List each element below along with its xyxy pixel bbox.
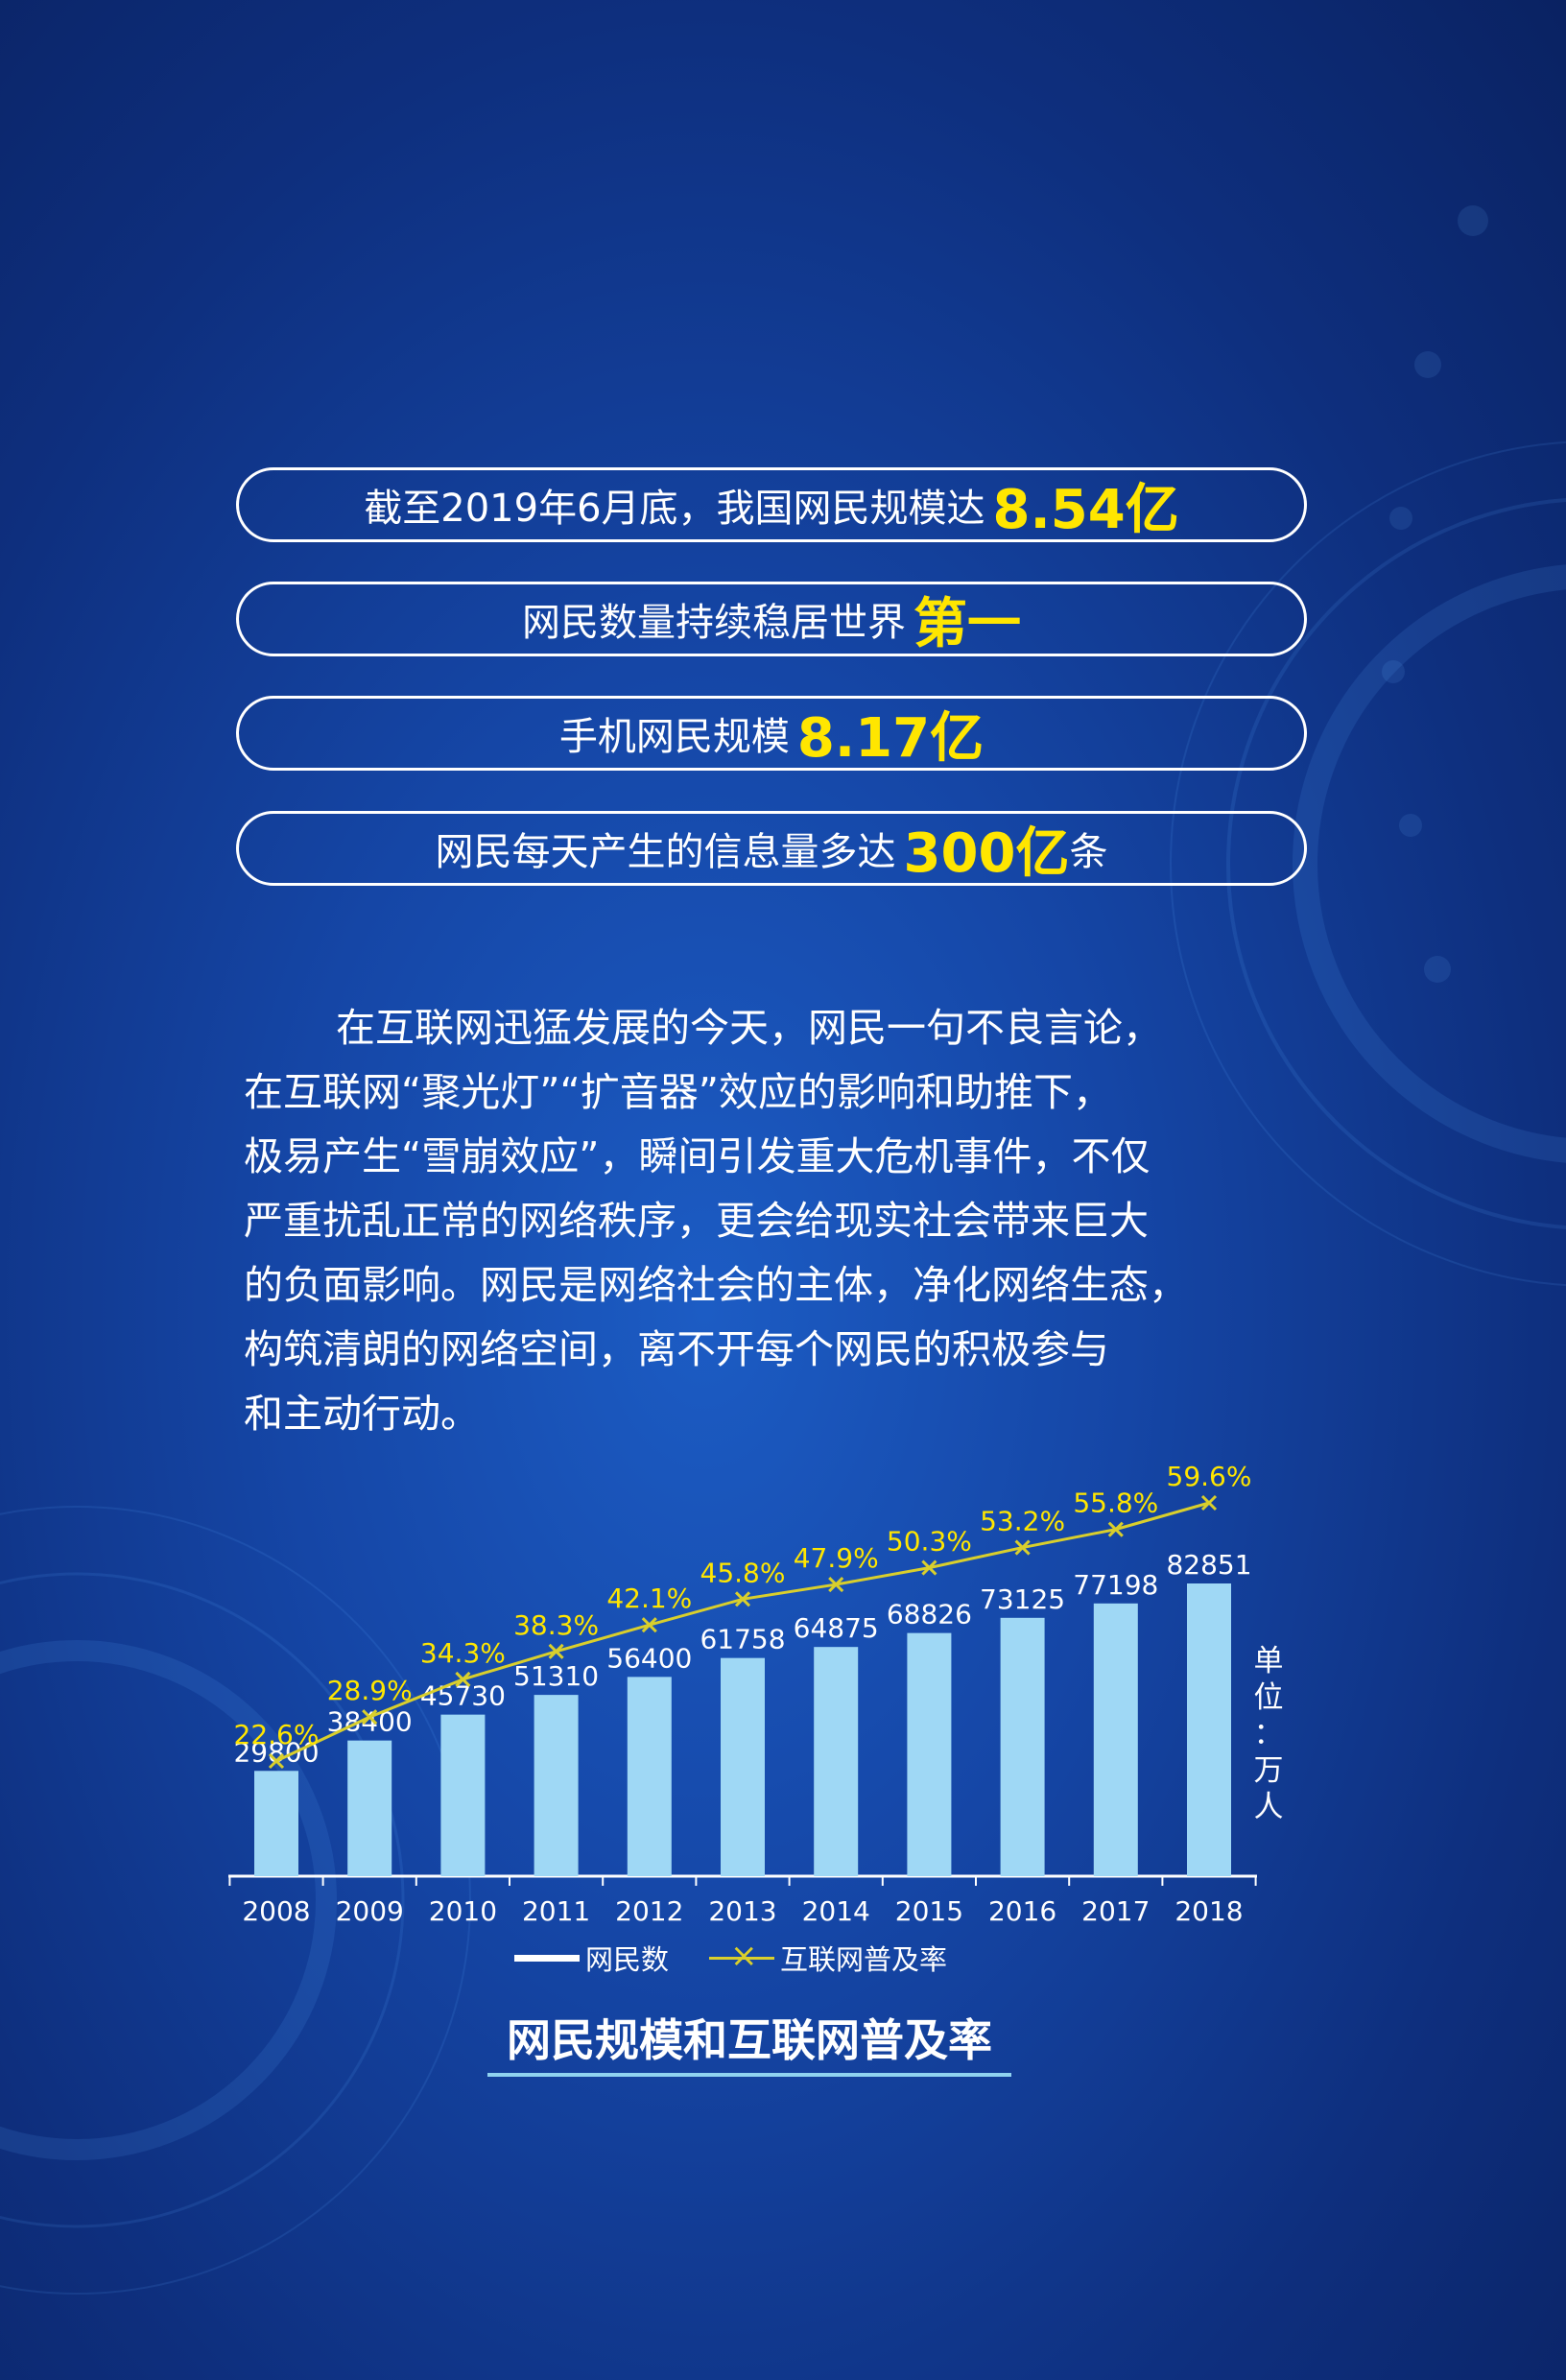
unit-char: 万 <box>1253 1753 1284 1788</box>
bar-2009 <box>347 1740 392 1876</box>
bar-2013 <box>721 1657 765 1876</box>
bar-value-label: 68826 <box>887 1599 972 1630</box>
paragraph-line: 在互联网“聚光灯”“扩音器”效应的影响和助推下， <box>244 1069 1112 1115</box>
pill-text: 网民数量持续稳居世界 <box>522 601 906 645</box>
penetration-point <box>1014 1539 1031 1556</box>
unit-label: 单 位 ： 万 人 <box>1249 1643 1288 1825</box>
legend-label-penetration: 互联网普及率 <box>780 1943 948 1976</box>
x-tick-label: 2008 <box>242 1895 310 1927</box>
highlight-pill-netizen-scale: 截至2019年6月底，我国网民规模达 8.54亿 <box>236 467 1307 542</box>
unit-char: 单 <box>1253 1644 1284 1678</box>
x-tick-label: 2014 <box>802 1895 870 1927</box>
bar-2010 <box>440 1714 486 1876</box>
bar-2018 <box>1187 1583 1231 1876</box>
bar-value-label: 45730 <box>420 1680 506 1712</box>
netizen-chart: 2980020083840020094573020105131020115640… <box>228 1461 1257 1927</box>
chart-title: 网民规模和互联网普及率 <box>487 2006 1011 2077</box>
unit-char: ： <box>1253 1717 1284 1751</box>
bar-value-label: 82851 <box>1166 1549 1251 1581</box>
penetration-value-label: 28.9% <box>327 1675 413 1706</box>
x-tick-label: 2012 <box>615 1895 683 1927</box>
x-tick-label: 2016 <box>988 1895 1056 1927</box>
highlight-pill-daily-info: 网民每天产生的信息量多达 300亿条 <box>236 811 1307 886</box>
penetration-value-label: 59.6% <box>1167 1461 1252 1492</box>
pill-suffix: 条 <box>1069 830 1108 874</box>
pill-text: 手机网民规模 <box>558 715 790 759</box>
pill-value: 第一 <box>914 592 1021 655</box>
paragraph-line: 的负面影响。网民是网络社会的主体，净化网络生态， <box>244 1262 1188 1308</box>
body-paragraph: 在互联网迅猛发展的今天，网民一句不良言论， 在互联网“聚光灯”“扩音器”效应的影… <box>244 996 1309 1446</box>
penetration-point <box>1200 1494 1218 1511</box>
x-tick-label: 2013 <box>708 1895 776 1927</box>
x-tick-label: 2011 <box>522 1895 590 1927</box>
penetration-value-label: 50.3% <box>887 1526 972 1558</box>
pill-value: 8.17亿 <box>796 706 985 770</box>
penetration-value-label: 22.6% <box>234 1719 320 1750</box>
bar-2016 <box>1000 1617 1045 1876</box>
paragraph-line: 极易产生“雪崩效应”，瞬间引发重大危机事件，不仅 <box>244 1133 1151 1179</box>
penetration-value-label: 47.9% <box>794 1542 879 1574</box>
paragraph-line: 严重扰乱正常的网络秩序，更会给现实社会带来巨大 <box>244 1198 1149 1244</box>
bar-value-label: 73125 <box>980 1583 1065 1615</box>
paragraph-line: 和主动行动。 <box>244 1391 480 1437</box>
penetration-value-label: 42.1% <box>606 1583 692 1614</box>
penetration-point <box>548 1643 564 1659</box>
paragraph-line: 在互联网迅猛发展的今天，网民一句不良言论， <box>336 1005 1162 1051</box>
penetration-point <box>1107 1521 1124 1537</box>
x-tick-label: 2015 <box>895 1895 963 1927</box>
legend-label-netizens: 网民数 <box>585 1943 670 1976</box>
bar-2017 <box>1093 1603 1138 1876</box>
pill-text: 网民每天产生的信息量多达 <box>435 830 896 874</box>
x-tick-label: 2009 <box>336 1895 404 1927</box>
bar-2008 <box>254 1771 298 1876</box>
highlight-pill-world-rank: 网民数量持续稳居世界 第一 <box>236 582 1307 656</box>
paragraph-line: 构筑清朗的网络空间，离不开每个网民的积极参与 <box>244 1326 1109 1372</box>
bar-value-label: 61758 <box>700 1624 785 1655</box>
bar-2015 <box>907 1632 952 1876</box>
pill-text: 截至2019年6月底，我国网民规模达 <box>364 487 985 531</box>
x-tick-label: 2017 <box>1081 1895 1150 1927</box>
highlight-pill-mobile-netizens: 手机网民规模 8.17亿 <box>236 696 1307 771</box>
x-tick-label: 2010 <box>429 1895 497 1927</box>
legend-line-swatch <box>709 1937 775 1977</box>
penetration-value-label: 38.3% <box>513 1609 599 1641</box>
pill-value: 8.54亿 <box>992 478 1179 541</box>
penetration-point <box>734 1591 751 1607</box>
penetration-point <box>455 1671 471 1687</box>
penetration-point <box>268 1752 285 1770</box>
bar-2011 <box>534 1695 579 1876</box>
penetration-value-label: 45.8% <box>700 1557 786 1588</box>
penetration-value-label: 34.3% <box>420 1637 506 1669</box>
penetration-point <box>641 1617 657 1633</box>
unit-char: 人 <box>1253 1790 1284 1824</box>
penetration-value-label: 55.8% <box>1073 1488 1158 1519</box>
chart-legend: 网民数 互联网普及率 <box>514 1937 948 1977</box>
bar-value-label: 64875 <box>794 1612 879 1644</box>
bar-value-label: 77198 <box>1073 1569 1158 1601</box>
bar-value-label: 56400 <box>606 1642 692 1674</box>
unit-char: 位 <box>1253 1680 1284 1715</box>
bar-2012 <box>627 1677 672 1876</box>
legend-bar-swatch <box>514 1954 580 1962</box>
bar-value-label: 38400 <box>327 1706 413 1738</box>
penetration-value-label: 53.2% <box>980 1506 1065 1537</box>
bar-2014 <box>814 1647 859 1876</box>
pill-value: 300亿 <box>903 821 1070 885</box>
penetration-point <box>921 1559 937 1576</box>
x-tick-label: 2018 <box>1174 1895 1243 1927</box>
penetration-point <box>828 1577 844 1593</box>
bar-value-label: 51310 <box>513 1660 599 1692</box>
penetration-point <box>362 1709 378 1726</box>
